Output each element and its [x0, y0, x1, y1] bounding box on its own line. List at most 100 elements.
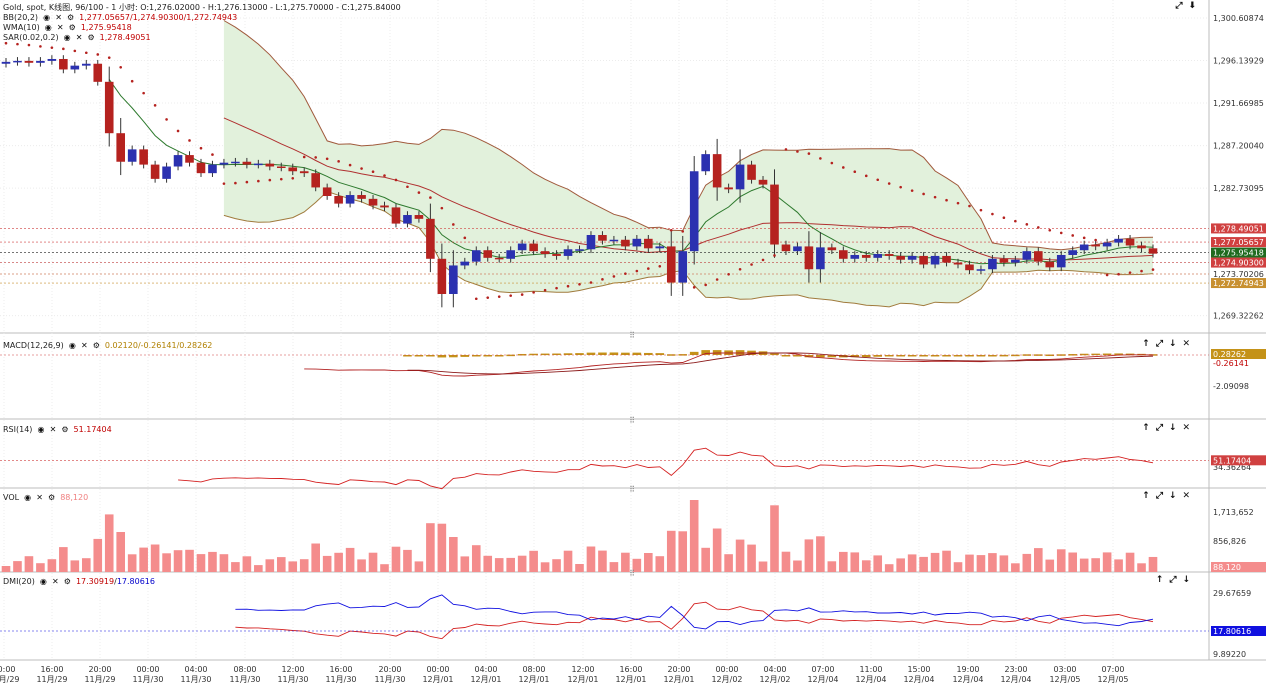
price-label-bg — [1211, 247, 1266, 258]
arrow-down-icon[interactable]: ↓ — [1168, 491, 1183, 501]
volume-bar — [1114, 559, 1123, 572]
price-label: 1,273.70206 — [1213, 270, 1264, 279]
sar-dot — [1105, 273, 1109, 277]
eye-icon[interactable]: ◉ — [43, 13, 51, 22]
eye-icon[interactable]: ◉ — [68, 341, 76, 350]
arrow-down-icon[interactable]: ↓ — [1168, 339, 1183, 349]
close-icon[interactable]: ✕ — [1182, 423, 1196, 433]
candle — [1079, 244, 1089, 251]
arrow-down-icon[interactable]: ⬇ — [1188, 1, 1202, 11]
price-label-bg — [1211, 237, 1266, 248]
arrow-up-icon[interactable]: ↑ — [1155, 575, 1170, 585]
close-icon[interactable]: ✕ — [75, 33, 83, 42]
macd-histogram-bar — [861, 355, 871, 358]
close-icon[interactable]: ✕ — [1182, 339, 1196, 349]
macd-histogram-bar — [494, 355, 504, 357]
candle — [1011, 259, 1020, 263]
volume-bar — [1033, 548, 1043, 572]
gear-icon[interactable]: ⚙ — [66, 13, 75, 22]
candle — [965, 264, 974, 271]
sar-dot — [211, 153, 214, 156]
volume-bar — [942, 550, 951, 572]
arrow-down-icon[interactable]: ↓ — [1182, 575, 1196, 585]
gear-icon[interactable]: ⚙ — [48, 493, 56, 502]
sar-dot — [727, 272, 730, 276]
candle — [127, 149, 137, 162]
volume-bar — [517, 555, 527, 572]
macd-histogram-bar — [988, 355, 997, 357]
sar-dot — [1151, 268, 1155, 271]
volume-bar — [276, 557, 286, 572]
gear-icon[interactable]: ⚙ — [92, 341, 100, 350]
close-icon[interactable]: ✕ — [56, 23, 64, 32]
sar-dot — [27, 43, 31, 47]
candle — [712, 154, 722, 188]
expand-icon[interactable]: ⤢ — [1155, 491, 1169, 501]
gear-icon[interactable]: ⚙ — [87, 33, 95, 42]
volume-bar — [712, 528, 722, 572]
volume-bar — [13, 561, 22, 572]
sar-dot — [302, 155, 306, 159]
gear-icon[interactable]: ⚙ — [68, 23, 76, 32]
volume-bar — [586, 546, 596, 572]
candle — [609, 239, 619, 242]
sar-dot — [325, 157, 329, 161]
arrow-up-icon[interactable]: ↑ — [1142, 339, 1156, 349]
sar-dot — [119, 66, 122, 69]
arrow-up-icon[interactable]: ↑ — [1142, 423, 1156, 433]
candle — [368, 198, 378, 206]
close-icon[interactable]: ✕ — [80, 341, 88, 350]
candle — [861, 254, 871, 258]
expand-icon[interactable]: ⤢ — [1169, 575, 1183, 585]
sar-dot — [773, 254, 776, 257]
sar-dot — [853, 170, 857, 174]
volume-bar — [873, 555, 883, 572]
close-icon[interactable]: ✕ — [36, 493, 43, 502]
price-label: 1,272.74943 — [1213, 279, 1264, 288]
arrow-up-icon[interactable]: ↑ — [1142, 491, 1156, 501]
eye-icon[interactable]: ◉ — [37, 425, 45, 434]
close-icon[interactable]: ✕ — [1182, 491, 1196, 501]
candle — [575, 249, 584, 251]
close-icon[interactable]: ✕ — [52, 577, 59, 586]
y-tick-label: 1,300.60874 — [1213, 14, 1264, 23]
volume-bar — [575, 564, 584, 572]
gear-icon[interactable]: ⚙ — [61, 425, 69, 434]
volume-bar — [24, 556, 34, 572]
volume-bar — [1137, 563, 1146, 572]
macd-histogram-bar — [1079, 353, 1089, 356]
volume-bar — [150, 544, 160, 572]
dmi-minus-line — [235, 594, 1154, 630]
x-tick-label: 11月/29 — [36, 675, 67, 684]
y-tick-label: 1,287.20040 — [1213, 142, 1264, 151]
candle — [563, 249, 573, 256]
x-tick-label: 00:00 — [426, 665, 449, 674]
macd-histogram-bar — [449, 355, 458, 358]
sar-dot — [1082, 236, 1086, 240]
x-tick-label: 20:00 — [88, 665, 111, 674]
candle — [483, 250, 493, 258]
eye-icon[interactable]: ◉ — [44, 23, 52, 32]
sar-dot — [1140, 269, 1143, 273]
candle — [494, 257, 504, 260]
volume-bar — [747, 544, 756, 572]
sar-dot — [188, 139, 191, 142]
expand-icon[interactable]: ⤢ — [1155, 423, 1169, 433]
eye-icon[interactable]: ◉ — [24, 493, 32, 502]
volume-bar — [839, 551, 848, 572]
close-icon[interactable]: ✕ — [49, 425, 57, 434]
macd-histogram-bar — [529, 353, 538, 356]
eye-icon[interactable]: ◉ — [63, 33, 71, 42]
expand-icon[interactable]: ⤢ — [1155, 339, 1169, 349]
expand-icon[interactable]: ⤢ — [1175, 1, 1189, 11]
eye-icon[interactable]: ◉ — [39, 577, 47, 586]
gear-icon[interactable]: ⚙ — [63, 577, 71, 586]
arrow-down-icon[interactable]: ↓ — [1168, 423, 1183, 433]
close-icon[interactable]: ✕ — [55, 13, 62, 22]
main-panel-controls: ⤢⬇ — [1175, 1, 1202, 11]
sar-dot — [486, 296, 490, 299]
macd-histogram-bar — [907, 355, 917, 357]
sar-legend: SAR(0.02,0.2) ◉ ✕ ⚙ 1,278.49051 — [3, 33, 151, 42]
macd-histogram-bar — [965, 355, 974, 357]
